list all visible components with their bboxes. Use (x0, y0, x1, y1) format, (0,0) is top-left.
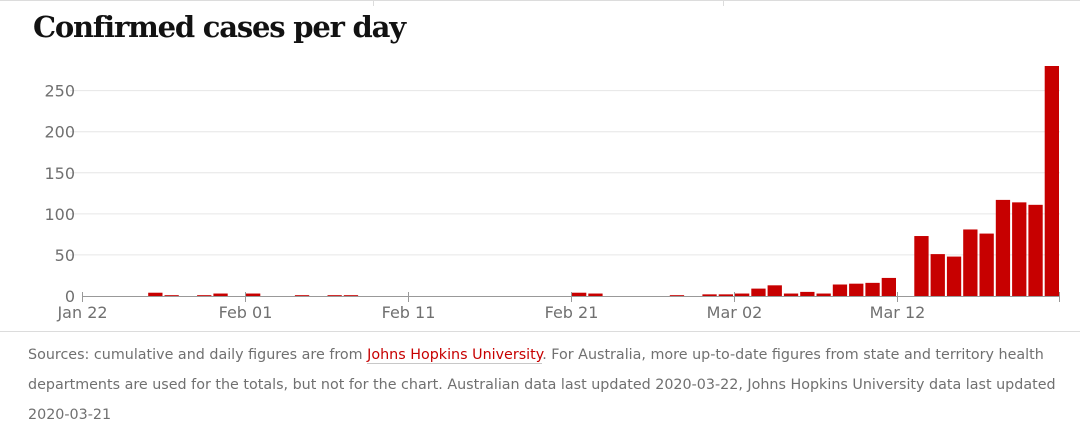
bar (213, 293, 228, 296)
source-divider (0, 331, 1080, 332)
bar (865, 282, 880, 296)
y-tick-label: 200 (44, 123, 75, 142)
bar (963, 229, 978, 296)
top-rule-tick (723, 0, 724, 6)
bar (197, 295, 212, 296)
y-tick-label: 100 (44, 205, 75, 224)
bar (343, 295, 359, 296)
y-tick-label: 50 (55, 246, 75, 265)
bar (881, 277, 896, 296)
bar (751, 288, 766, 296)
bar (783, 293, 799, 296)
source-suffix: . For Australia, more up-to-date figures… (28, 347, 1056, 423)
bar (1012, 202, 1027, 296)
bar (832, 284, 848, 296)
bar (914, 236, 929, 296)
johns-hopkins-link[interactable]: Johns Hopkins University (367, 347, 543, 364)
top-rule (0, 0, 1080, 1)
x-tick-label: Feb 11 (382, 303, 436, 322)
bar (979, 233, 994, 296)
x-tick-label: Feb 01 (219, 303, 273, 322)
y-tick-label: 150 (44, 164, 75, 183)
bar (572, 292, 587, 296)
x-tick-label: Jan 22 (56, 303, 107, 322)
bar (800, 291, 815, 296)
y-tick-label: 0 (65, 287, 75, 306)
bar (1028, 204, 1043, 296)
bar (995, 199, 1011, 296)
bar (148, 292, 163, 296)
bar (669, 295, 685, 296)
bar (246, 293, 261, 296)
bar (849, 283, 864, 296)
bar (816, 293, 831, 296)
bar (718, 294, 733, 296)
bar (946, 256, 962, 296)
bar (735, 293, 750, 296)
source-prefix: Sources: cumulative and daily figures ar… (28, 347, 368, 363)
y-tick-label: 250 (44, 82, 75, 101)
x-tick-label: Feb 21 (545, 303, 599, 322)
daily-cases-chart: 0 50 100 150 200 250 Jan 22 Feb 01 Feb 11 Feb 21 M… (44, 66, 1060, 322)
bar (767, 285, 782, 296)
bar (930, 254, 945, 296)
bar (1044, 66, 1059, 296)
bar (294, 295, 310, 296)
bar (588, 293, 603, 296)
bar (327, 295, 342, 296)
x-tick-label: Mar 12 (870, 303, 926, 322)
bar (702, 294, 717, 296)
bar (164, 295, 179, 296)
chart-title: Confirmed cases per day (33, 10, 406, 44)
x-tick-label: Mar 02 (707, 303, 763, 322)
source-note: Sources: cumulative and daily figures ar… (28, 340, 1073, 430)
top-rule-tick (373, 0, 374, 6)
